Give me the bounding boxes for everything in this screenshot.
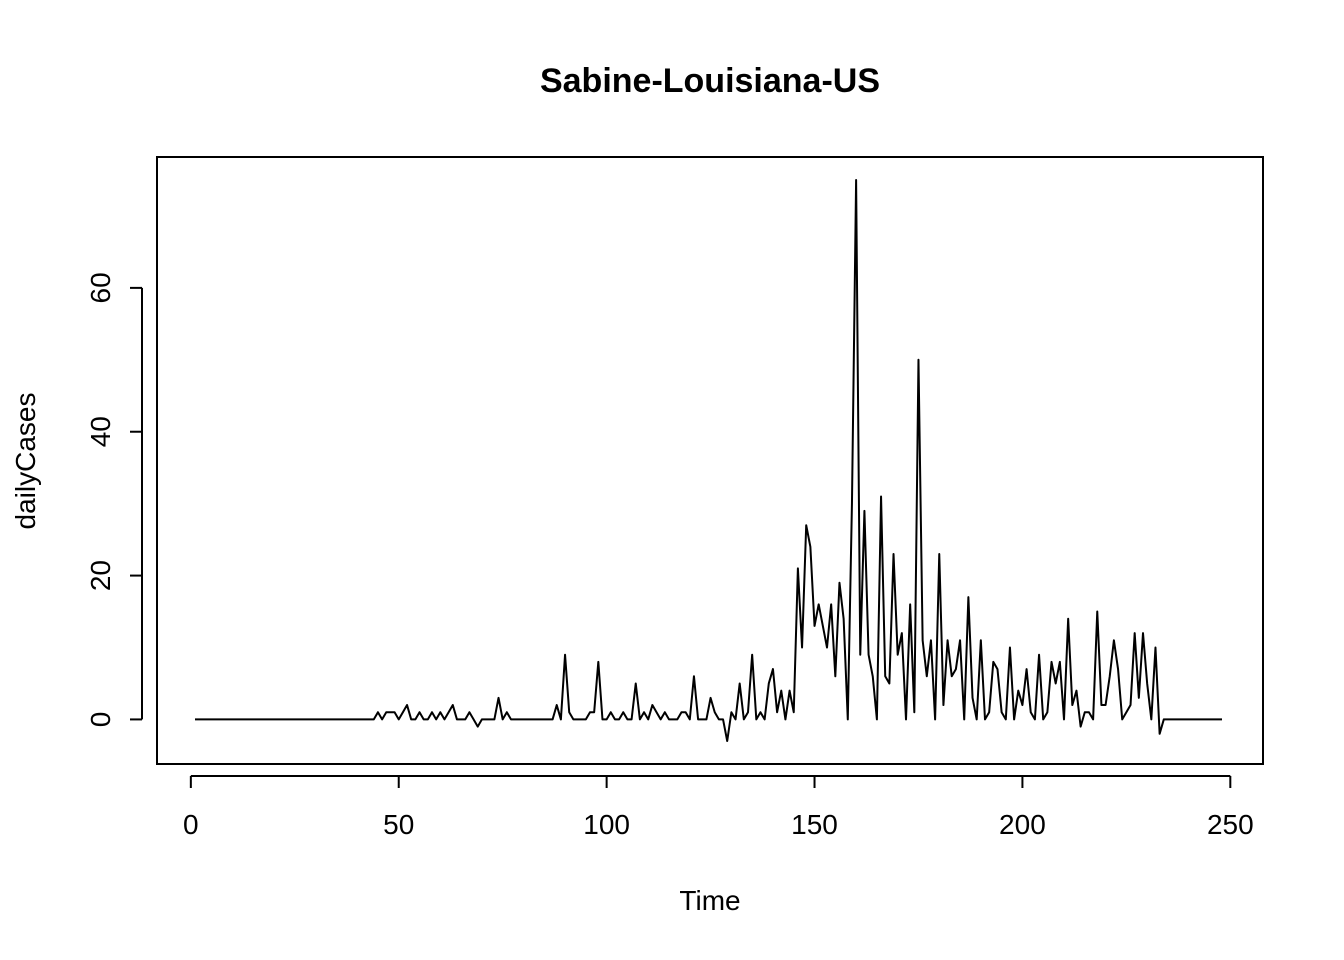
y-tick-label: 60 — [85, 272, 116, 303]
x-tick-label: 250 — [1207, 809, 1254, 840]
x-tick-label: 200 — [999, 809, 1046, 840]
y-tick-label: 0 — [85, 712, 116, 728]
x-tick-label: 150 — [791, 809, 838, 840]
series-line-daily-cases — [195, 179, 1222, 742]
x-tick-label: 50 — [383, 809, 414, 840]
y-tick-label: 20 — [85, 560, 116, 591]
y-axis-label: dailyCases — [10, 393, 41, 530]
chart-title: Sabine-Louisiana-US — [540, 62, 880, 100]
x-axis-label: Time — [679, 885, 740, 916]
y-tick-label: 40 — [85, 416, 116, 447]
y-axis: 0 20 40 60 — [85, 272, 143, 728]
x-tick-label: 100 — [583, 809, 630, 840]
x-axis: 0 50 100 150 200 250 — [183, 775, 1254, 840]
x-tick-label: 0 — [183, 809, 199, 840]
plot-frame — [156, 156, 1264, 765]
